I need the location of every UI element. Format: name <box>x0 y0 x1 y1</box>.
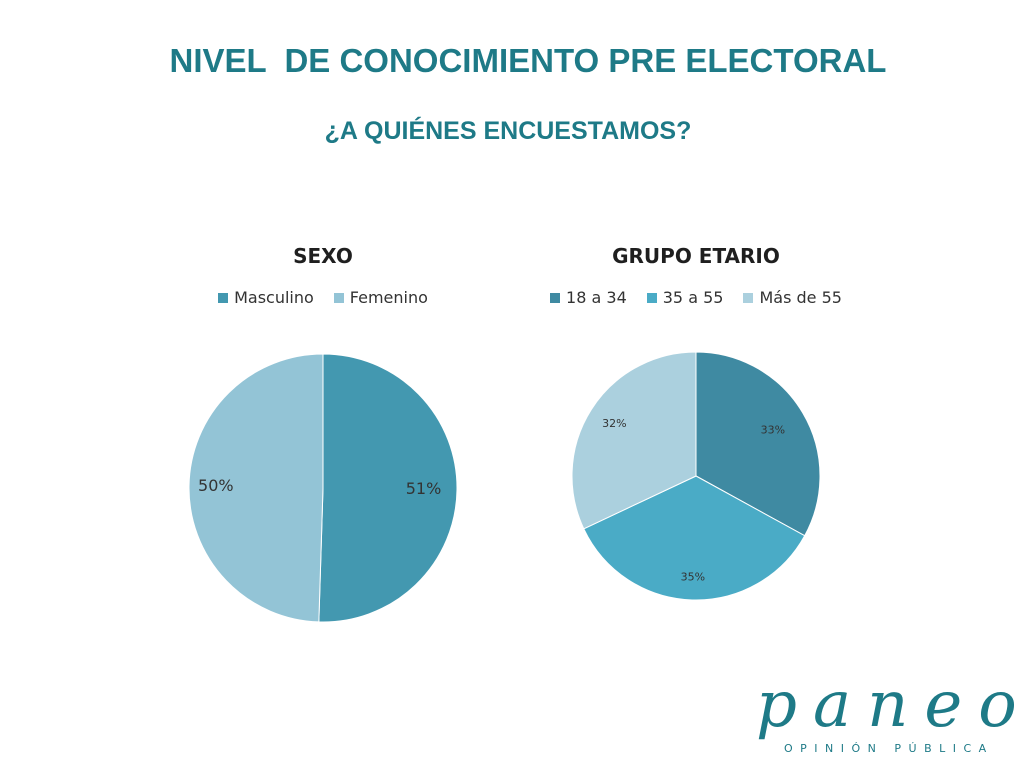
legend-item-mas-de-55: Más de 55 <box>743 288 842 307</box>
page-subtitle: ¿A QUIÉNES ENCUESTAMOS? <box>324 117 692 145</box>
pie-slice-label: 50% <box>198 476 234 495</box>
legend-item-35-a-55: 35 a 55 <box>646 288 724 307</box>
pie-slice-label: 32% <box>602 417 626 430</box>
legend-swatch <box>218 292 229 303</box>
pie-slice-label: 51% <box>406 479 442 498</box>
legend-swatch <box>646 292 657 303</box>
pie-plot: 51% 50% <box>188 353 458 623</box>
pie-slice-más-de-55 <box>571 351 697 530</box>
pie-chart-sexo: SEXO Masculino Femenino 51% 50% <box>170 236 476 636</box>
logo-wordmark: paneo <box>756 668 1024 742</box>
chart-title: GRUPO ETARIO <box>612 244 780 268</box>
legend-label: 35 a 55 <box>662 288 724 307</box>
pie-plot: 33% 35% 32% <box>571 351 821 601</box>
chart-legend: 18 a 34 35 a 55 Más de 55 <box>546 288 846 307</box>
legend-label: Masculino <box>234 288 314 307</box>
legend-swatch <box>743 292 754 303</box>
page-title: NIVEL DE CONOCIMIENTO PRE ELECTORAL <box>169 42 887 79</box>
legend-label: Más de 55 <box>759 288 842 307</box>
legend-item-masculino: Masculino <box>218 288 314 307</box>
chart-title: SEXO <box>293 244 353 268</box>
legend-item-18-a-34: 18 a 34 <box>550 288 627 307</box>
pie-slice-femenino <box>188 353 324 623</box>
chart-legend: Masculino Femenino <box>170 288 476 307</box>
legend-item-femenino: Femenino <box>333 288 428 307</box>
logo-tagline: OPINIÓN PÚBLICA <box>784 742 994 755</box>
pie-slice-label: 35% <box>681 571 705 584</box>
pie-chart-grupo-etario: GRUPO ETARIO 18 a 34 35 a 55 Más de 55 3… <box>546 236 846 636</box>
legend-swatch <box>550 292 561 303</box>
pie-slice-label: 33% <box>761 424 785 437</box>
paneo-logo: paneo OPINIÓN PÚBLICA <box>756 668 1024 755</box>
pie-slice-masculino <box>318 353 458 623</box>
legend-swatch <box>333 292 344 303</box>
legend-label: 18 a 34 <box>566 288 627 307</box>
legend-label: Femenino <box>349 288 428 307</box>
pie-slice-18-a-34 <box>695 351 821 537</box>
pie-slice-35-a-55 <box>583 475 806 601</box>
